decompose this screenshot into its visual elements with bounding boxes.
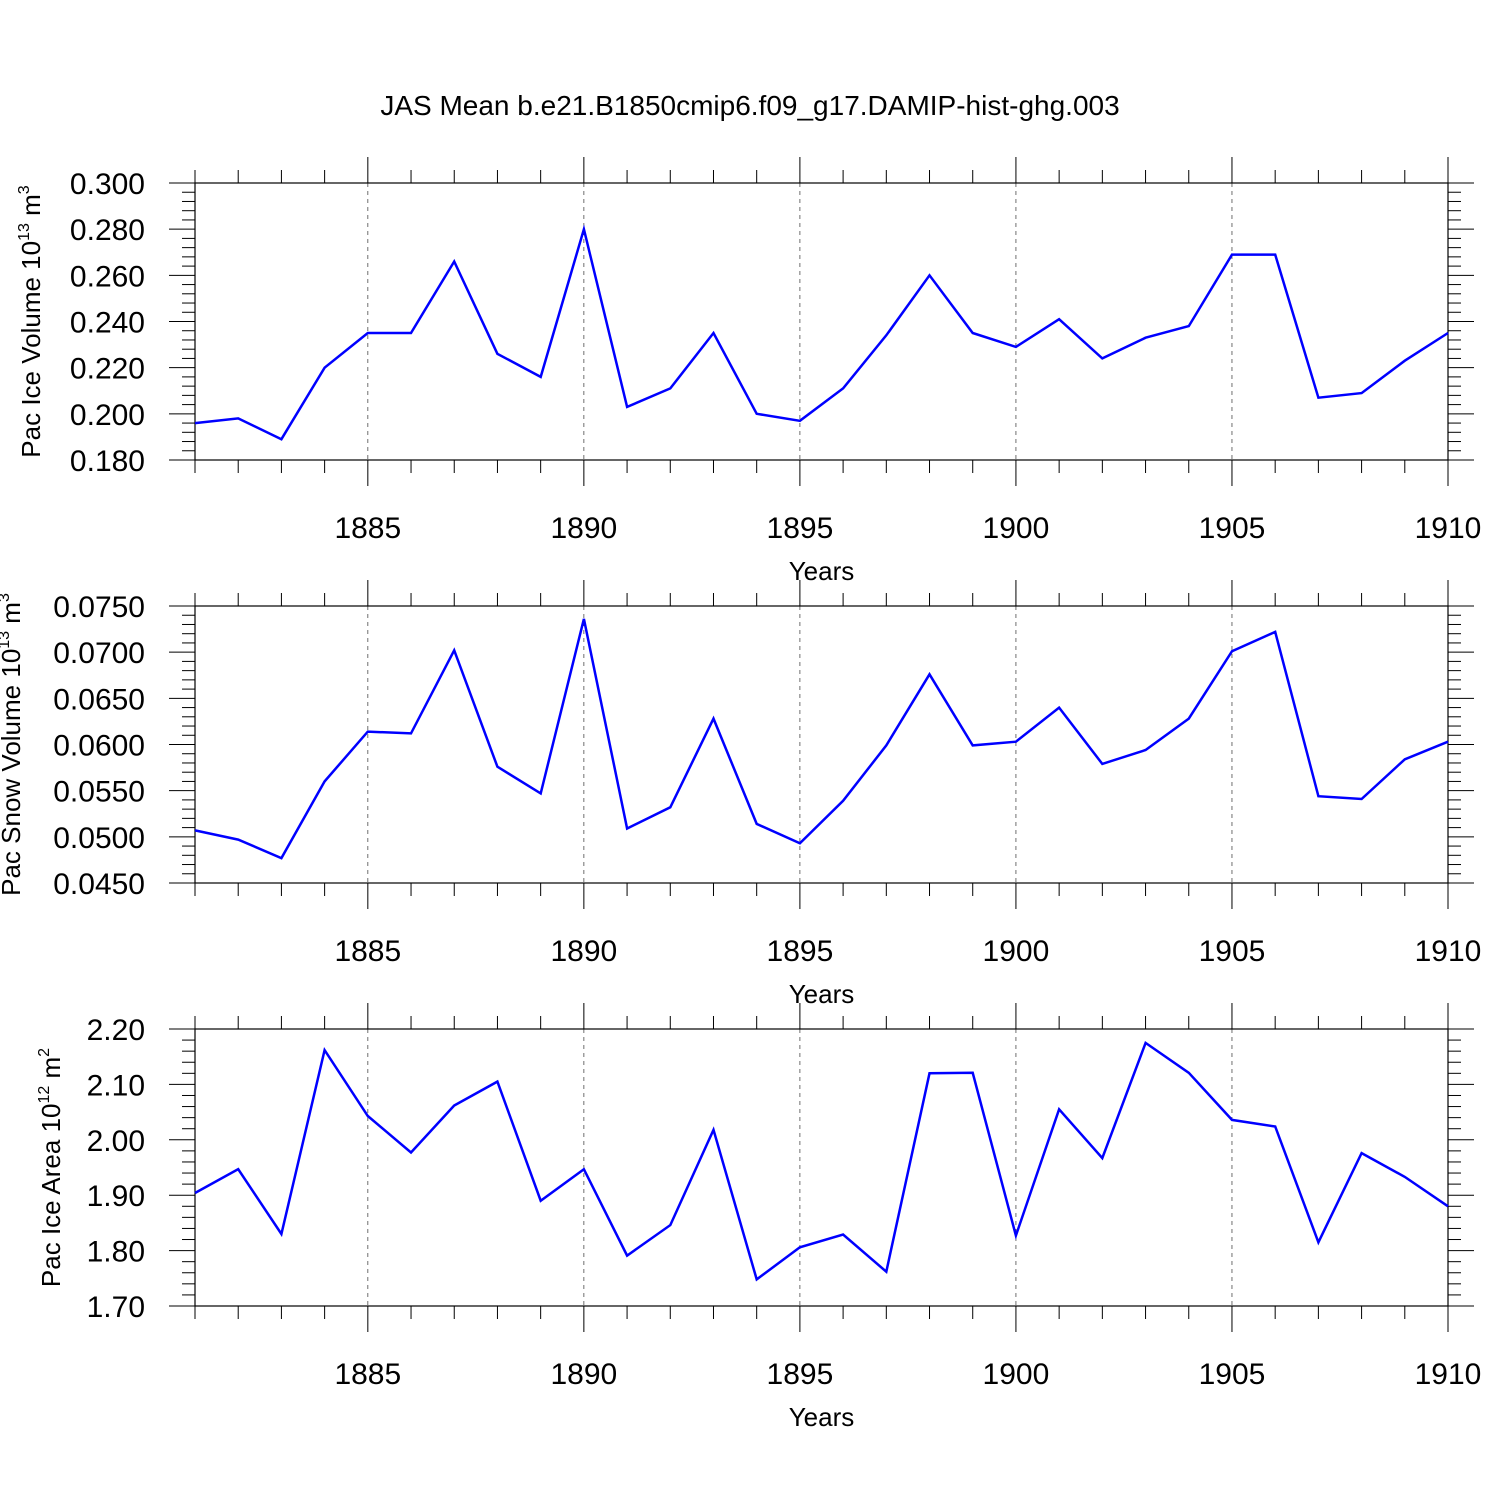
ice-area-y-tick-label: 1.80 — [87, 1236, 145, 1269]
snow-volume-y-tick-label: 0.0600 — [53, 730, 145, 763]
ice-volume-y-tick-label: 0.220 — [70, 353, 145, 386]
ice-volume-series-line — [194, 224, 1449, 441]
snow-volume-x-tick-label: 1885 — [334, 935, 401, 968]
ice-area-y-tick-label: 2.00 — [87, 1125, 145, 1158]
ice-volume-x-tick-label: 1895 — [767, 512, 834, 545]
ice-area-y-axis-label: Pac Ice Area 1012 m2 — [36, 1048, 66, 1287]
snow-volume-y-axis-label: Pac Snow Volume 1013 m3 — [0, 593, 26, 896]
snow-volume-x-tick-label: 1895 — [767, 935, 834, 968]
snow-volume-y-tick-label: 0.0550 — [53, 776, 145, 809]
snow-volume-x-tick-label: 1905 — [1199, 935, 1266, 968]
ice-volume-x-tick-label: 1910 — [1415, 512, 1482, 545]
ice-area-plot-frame — [194, 1028, 1449, 1307]
ice-volume-plot-frame — [194, 182, 1449, 461]
ice-area-x-tick-label: 1890 — [550, 1358, 617, 1391]
ice-volume-y-tick-label: 0.300 — [70, 168, 145, 201]
snow-volume-y-tick-label: 0.0750 — [53, 591, 145, 624]
ice-area-x-tick-label: 1905 — [1199, 1358, 1266, 1391]
ice-volume-y-tick-label: 0.240 — [70, 307, 145, 340]
ice-volume-y-tick-label: 0.180 — [70, 445, 145, 478]
snow-volume-y-tick-label: 0.0450 — [53, 868, 145, 901]
ice-volume-x-axis-label: Years — [789, 556, 855, 586]
snow-volume-y-tick-label: 0.0650 — [53, 683, 145, 716]
snow-volume-x-tick-label: 1890 — [550, 935, 617, 968]
ice-area-x-tick-label: 1910 — [1415, 1358, 1482, 1391]
ice-area-x-axis-label: Years — [789, 1402, 855, 1432]
snow-volume-x-tick-label: 1900 — [983, 935, 1050, 968]
snow-volume-y-tick-label: 0.0500 — [53, 822, 145, 855]
panel-ice-volume: 1885 1890 1895 1900 1905 1910 Years 0.180 0.200 0… — [16, 157, 1481, 586]
ice-area-x-tick-label: 1895 — [767, 1358, 834, 1391]
panel-ice-area: 1885 1890 1895 1900 1905 1910 Years 1.70 1.80 1.9… — [36, 1003, 1481, 1432]
ice-volume-y-tick-label: 0.280 — [70, 214, 145, 247]
ice-volume-y-tick-label: 0.260 — [70, 260, 145, 293]
panel-snow-volume: 1885 1890 1895 1900 1905 1910 Years 0.0450 0.050… — [0, 580, 1481, 1009]
ice-area-x-tick-label: 1900 — [983, 1358, 1050, 1391]
ice-area-y-tick-label: 1.70 — [87, 1291, 145, 1324]
ice-volume-x-tick-label: 1890 — [550, 512, 617, 545]
ice-area-y-tick-label: 2.10 — [87, 1069, 145, 1102]
ice-volume-x-tick-label: 1905 — [1199, 512, 1266, 545]
figure-title: JAS Mean b.e21.B1850cmip6.f09_g17.DAMIP-… — [380, 90, 1120, 121]
snow-volume-series-line — [194, 618, 1449, 860]
snow-volume-x-tick-label: 1910 — [1415, 935, 1482, 968]
ice-area-y-tick-label: 2.20 — [87, 1014, 145, 1047]
snow-volume-x-axis-label: Years — [789, 979, 855, 1009]
snow-volume-plot-frame — [194, 605, 1449, 884]
ice-volume-y-tick-label: 0.200 — [70, 399, 145, 432]
ice-area-series-line — [194, 1040, 1449, 1282]
ice-area-x-tick-label: 1885 — [334, 1358, 401, 1391]
ice-volume-y-axis-label: Pac Ice Volume 1013 m3 — [16, 185, 46, 458]
snow-volume-y-tick-label: 0.0700 — [53, 637, 145, 670]
ice-area-y-tick-label: 1.90 — [87, 1180, 145, 1213]
ice-volume-x-tick-label: 1885 — [334, 512, 401, 545]
ice-volume-x-tick-label: 1900 — [983, 512, 1050, 545]
